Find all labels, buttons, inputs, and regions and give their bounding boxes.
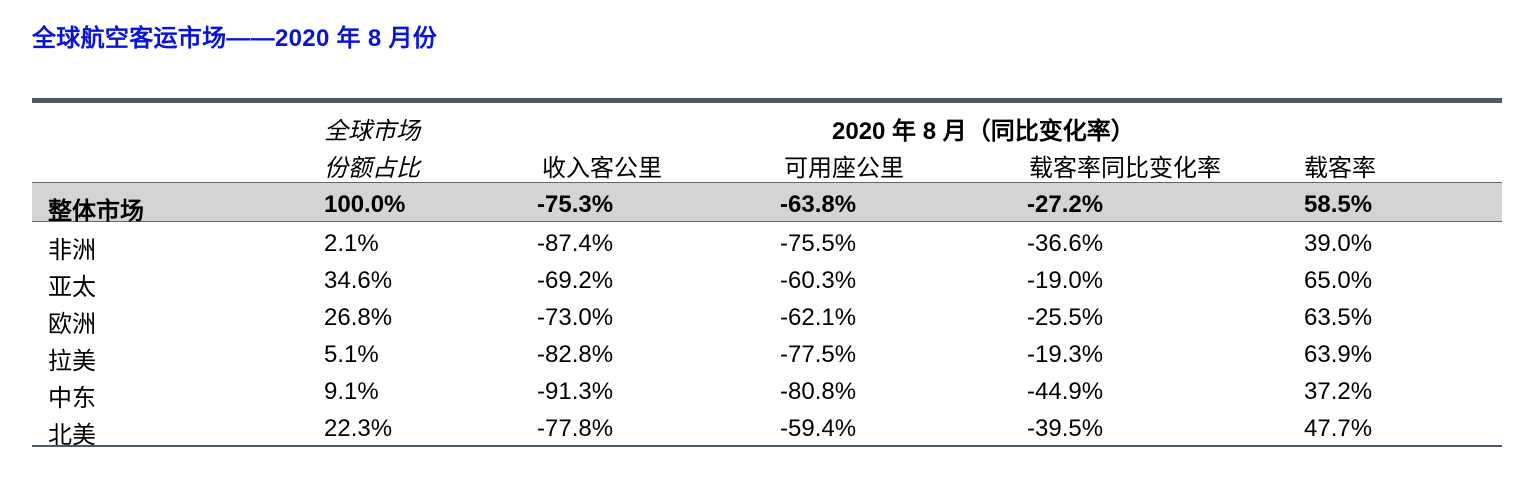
cell-ask: -62.1% xyxy=(780,304,857,331)
cell-plf-change: -19.3% xyxy=(1027,341,1104,368)
table-row: 非洲 2.1% -87.4% -75.5% -36.6% 39.0% xyxy=(32,224,1502,264)
cell-rpk: -77.8% xyxy=(537,415,614,442)
header-period: 2020 年 8 月（同比变化率） xyxy=(832,118,1135,145)
cell-ask: -60.3% xyxy=(780,267,857,294)
cell-rpk: -75.3% xyxy=(537,191,614,218)
total-row-band xyxy=(32,182,1502,222)
cell-plf-change: -19.0% xyxy=(1027,267,1104,294)
cell-plf: 63.5% xyxy=(1304,304,1373,331)
cell-plf: 63.9% xyxy=(1304,341,1373,368)
table-row: 北美 22.3% -77.8% -59.4% -39.5% 47.7% xyxy=(32,409,1502,449)
cell-share: 9.1% xyxy=(324,378,379,405)
cell-region: 拉美 xyxy=(48,348,96,375)
header-share-line1: 全球市场 xyxy=(324,118,420,145)
cell-plf: 65.0% xyxy=(1304,267,1373,294)
table-row: 欧洲 26.8% -73.0% -62.1% -25.5% 63.5% xyxy=(32,298,1502,338)
cell-rpk: -82.8% xyxy=(537,341,614,368)
cell-ask: -75.5% xyxy=(780,230,857,257)
table-bottom-rule xyxy=(32,445,1502,447)
cell-plf: 58.5% xyxy=(1304,191,1373,218)
cell-region: 亚太 xyxy=(48,274,96,301)
table-row: 拉美 5.1% -82.8% -77.5% -19.3% 63.9% xyxy=(32,335,1502,375)
cell-region: 中东 xyxy=(48,385,96,412)
header-ask: 可用座公里 xyxy=(784,155,904,182)
table-header: 全球市场 份额占比 2020 年 8 月（同比变化率） 收入客公里 可用座公里 … xyxy=(32,103,1502,182)
header-share-line2: 份额占比 xyxy=(324,155,420,182)
table-row: 中东 9.1% -91.3% -80.8% -44.9% 37.2% xyxy=(32,372,1502,412)
table-top-rule xyxy=(32,98,1502,103)
cell-ask: -80.8% xyxy=(780,378,857,405)
cell-plf: 39.0% xyxy=(1304,230,1373,257)
cell-region: 北美 xyxy=(48,422,96,449)
cell-plf-change: -44.9% xyxy=(1027,378,1104,405)
table-row: 亚太 34.6% -69.2% -60.3% -19.0% 65.0% xyxy=(32,261,1502,301)
cell-plf: 37.2% xyxy=(1304,378,1373,405)
header-plf-change: 载客率同比变化率 xyxy=(1029,155,1221,182)
cell-rpk: -91.3% xyxy=(537,378,614,405)
cell-plf-change: -25.5% xyxy=(1027,304,1104,331)
cell-ask: -63.8% xyxy=(780,191,857,218)
cell-plf-change: -27.2% xyxy=(1027,191,1104,218)
cell-ask: -77.5% xyxy=(780,341,857,368)
cell-share: 100.0% xyxy=(324,191,406,218)
cell-rpk: -73.0% xyxy=(537,304,614,331)
cell-ask: -59.4% xyxy=(780,415,857,442)
cell-region: 非洲 xyxy=(48,237,96,264)
page-title: 全球航空客运市场——2020 年 8 月份 xyxy=(32,25,438,52)
header-plf: 载客率 xyxy=(1304,155,1376,182)
cell-rpk: -87.4% xyxy=(537,230,614,257)
cell-plf: 47.7% xyxy=(1304,415,1373,442)
cell-share: 22.3% xyxy=(324,415,393,442)
cell-plf-change: -39.5% xyxy=(1027,415,1104,442)
cell-region: 整体市场 xyxy=(48,198,144,225)
cell-rpk: -69.2% xyxy=(537,267,614,294)
cell-share: 2.1% xyxy=(324,230,379,257)
table-row-total: 整体市场 100.0% -75.3% -63.8% -27.2% 58.5% xyxy=(32,182,1502,225)
cell-share: 26.8% xyxy=(324,304,393,331)
cell-plf-change: -36.6% xyxy=(1027,230,1104,257)
cell-region: 欧洲 xyxy=(48,311,96,338)
cell-share: 34.6% xyxy=(324,267,393,294)
header-rpk: 收入客公里 xyxy=(542,155,662,182)
cell-share: 5.1% xyxy=(324,341,379,368)
